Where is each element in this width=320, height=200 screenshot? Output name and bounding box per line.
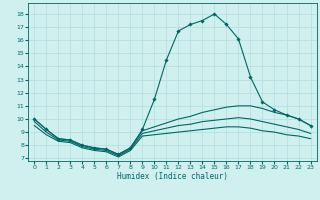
X-axis label: Humidex (Indice chaleur): Humidex (Indice chaleur)	[117, 172, 228, 181]
